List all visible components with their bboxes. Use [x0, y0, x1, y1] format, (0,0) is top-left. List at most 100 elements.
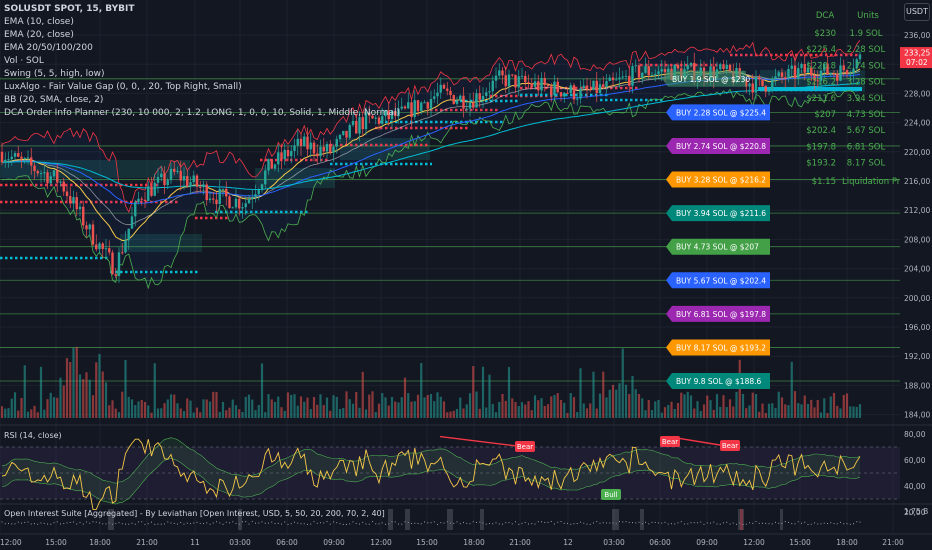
candle-body — [459, 95, 462, 101]
oi-dot — [635, 522, 637, 524]
oi-dot — [92, 521, 94, 523]
volume-bar — [693, 408, 696, 418]
volume-bar — [511, 398, 514, 418]
oi-dot — [433, 521, 435, 523]
bb-lower — [1, 88, 861, 290]
volume-bar — [111, 400, 114, 418]
oi-dot — [177, 523, 178, 525]
volume-bar — [478, 408, 481, 418]
volume-bar — [676, 403, 680, 418]
open-interest-title[interactable]: Open Interest Suite [Aggregated] - By Le… — [4, 509, 385, 518]
candle-body — [156, 177, 160, 183]
indicator-ema10[interactable]: EMA (10, close) — [4, 17, 74, 27]
indicator-dca-planner[interactable]: DCA Order Info Planner (230, 10 000, 2, … — [4, 108, 400, 118]
time-axis[interactable]: 12:00 15:00 18:00 21:00 11 03:00 06:00 09:00 12:… — [0, 533, 932, 550]
candle-body — [85, 225, 88, 230]
oi-dot — [255, 522, 256, 524]
volume-bar — [670, 401, 673, 418]
candle-body — [631, 66, 634, 86]
volume-bar — [647, 399, 650, 418]
indicator-swing[interactable]: Swing (5, 5, high, low) — [4, 69, 105, 79]
candle-body — [160, 173, 163, 178]
candle-body — [569, 85, 572, 93]
rsi-pane[interactable]: 80,00 60,00 40,00 20,00 Bear Bear Bear Bull — [0, 430, 926, 517]
candle-body — [442, 84, 446, 89]
volume-bar — [228, 407, 231, 418]
oi-highlight — [108, 509, 114, 530]
currency-button[interactable]: USDT — [904, 3, 930, 21]
volume-bar — [91, 395, 95, 418]
volume-bar — [585, 408, 589, 418]
volume-bar — [611, 384, 615, 418]
candle-body — [234, 198, 238, 208]
indicator-bb[interactable]: BB (20, SMA, close, 2) — [4, 95, 104, 105]
oi-dot — [170, 522, 172, 524]
volume-bar — [849, 406, 852, 418]
volume-bar — [56, 397, 59, 418]
buy-label-text: BUY 6.81 SOL @ $197.8 — [676, 310, 766, 319]
volume-bar — [507, 367, 511, 418]
dca-price-cell: $197.8 — [806, 142, 836, 152]
dca-price-cell: $207 — [814, 110, 836, 120]
candle-body — [572, 85, 576, 100]
oi-dot — [134, 523, 136, 525]
oi-highlight — [740, 509, 743, 530]
fvg-box — [340, 138, 430, 160]
candle-body — [189, 182, 192, 187]
candle-body — [485, 92, 488, 96]
candle-body — [348, 125, 351, 138]
rsi-title[interactable]: RSI (14, close) — [4, 431, 62, 440]
oi-dot — [297, 522, 299, 524]
volume-bar — [364, 409, 368, 418]
volume-bar — [754, 394, 758, 418]
price-axis[interactable]: 236,00232,00228,00224,00220,00216,00212,… — [0, 0, 932, 534]
indicator-ema-multi[interactable]: EMA 20/50/100/200 — [4, 43, 93, 53]
volume-bar — [160, 408, 163, 418]
oi-dot — [794, 523, 796, 525]
open-interest-pane[interactable]: 1,75 B — [1, 507, 929, 530]
candle-body — [852, 68, 855, 74]
volume-bar — [832, 392, 836, 418]
candlesticks[interactable] — [0, 51, 862, 283]
oi-dot — [840, 521, 841, 523]
oi-dot — [801, 522, 802, 524]
indicator-ema20[interactable]: EMA (20, close) — [4, 30, 74, 40]
volume-bar — [475, 391, 478, 418]
oi-dot — [307, 523, 308, 525]
volume-bar — [23, 365, 26, 418]
dca-units-cell: 3.28 SOL — [847, 78, 886, 88]
volume-bar — [355, 391, 358, 418]
ema-100-line — [1, 82, 861, 190]
candle-body — [335, 139, 338, 147]
candle-body — [270, 159, 273, 169]
candle-body — [407, 102, 410, 109]
oi-dot — [606, 522, 607, 524]
candle-body — [608, 77, 611, 82]
volume-bar — [273, 401, 277, 418]
candle-body — [511, 74, 514, 76]
candle-body — [413, 100, 416, 118]
volume-bar — [316, 404, 319, 418]
candle-body — [823, 63, 826, 71]
volume-bar — [218, 411, 221, 418]
volume-bar — [442, 401, 446, 418]
oi-dot — [859, 521, 861, 523]
symbol-header[interactable]: SOLUSDT SPOT, 15, BYBIT — [4, 4, 135, 14]
oi-dot — [401, 523, 403, 525]
oi-dot — [183, 523, 185, 525]
indicator-volume[interactable]: Vol · SOL — [4, 56, 44, 66]
candle-body — [423, 102, 426, 104]
volume-bar — [387, 405, 390, 418]
oi-dot — [56, 521, 58, 523]
candle-body — [585, 85, 589, 90]
volume-bar — [238, 409, 241, 418]
oi-dot — [804, 521, 806, 523]
volume-bar — [592, 371, 595, 418]
candle-body — [761, 79, 764, 86]
indicator-fvg[interactable]: LuxAlgo - Fair Value Gap (0, 0, , 20, To… — [4, 82, 242, 92]
rsi-bull-label-bg — [601, 489, 621, 500]
oi-dot — [14, 523, 16, 525]
rsi-bb-fill — [2, 437, 860, 505]
oi-dot — [281, 523, 282, 525]
